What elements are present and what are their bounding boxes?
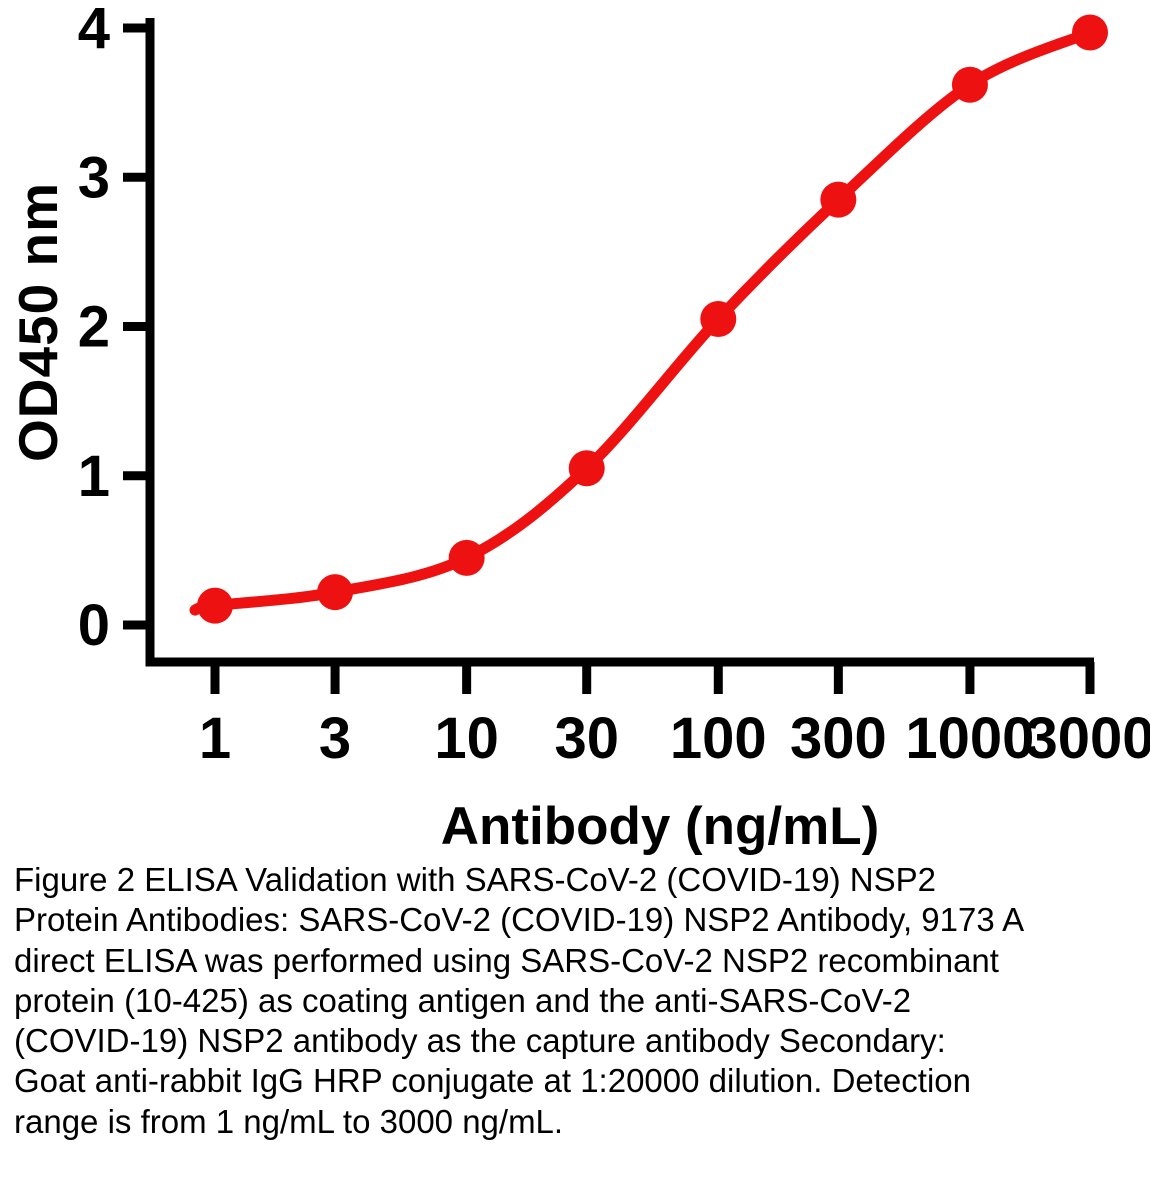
- x-tick-label: 1: [199, 706, 231, 771]
- x-axis-label: Antibody (ng/mL): [440, 797, 880, 856]
- data-point: [448, 539, 485, 576]
- data-point: [317, 574, 354, 611]
- y-tick-label: 2: [78, 295, 110, 360]
- data-point: [951, 66, 988, 103]
- x-tick-label: 1000: [905, 706, 1034, 771]
- x-tick-label: 3: [319, 706, 351, 771]
- x-tick-label: 100: [670, 706, 767, 771]
- y-tick-label: 1: [78, 444, 110, 509]
- y-tick-label: 3: [78, 145, 110, 210]
- x-tick-label: 10: [434, 706, 499, 771]
- y-tick-label: 4: [78, 0, 110, 61]
- data-point: [700, 301, 737, 338]
- x-tick-label: 30: [554, 706, 619, 771]
- data-point: [1072, 14, 1108, 51]
- y-axis-label: OD450 nm: [7, 181, 69, 463]
- figure-caption: Figure 2 ELISA Validation with SARS-CoV-…: [14, 861, 1023, 1140]
- data-point: [820, 181, 857, 218]
- x-tick-label: 300: [790, 706, 887, 771]
- y-tick-label: 0: [78, 593, 110, 658]
- x-tick-label: 3000: [1025, 706, 1150, 771]
- data-point: [568, 450, 605, 487]
- data-point: [197, 587, 233, 624]
- fit-curve: [189, 27, 1096, 616]
- elisa-chart: 0 1 2 3 4 1 3 10 30 100 300 1000 3000 OD450 nm Antib…: [7, 0, 1150, 856]
